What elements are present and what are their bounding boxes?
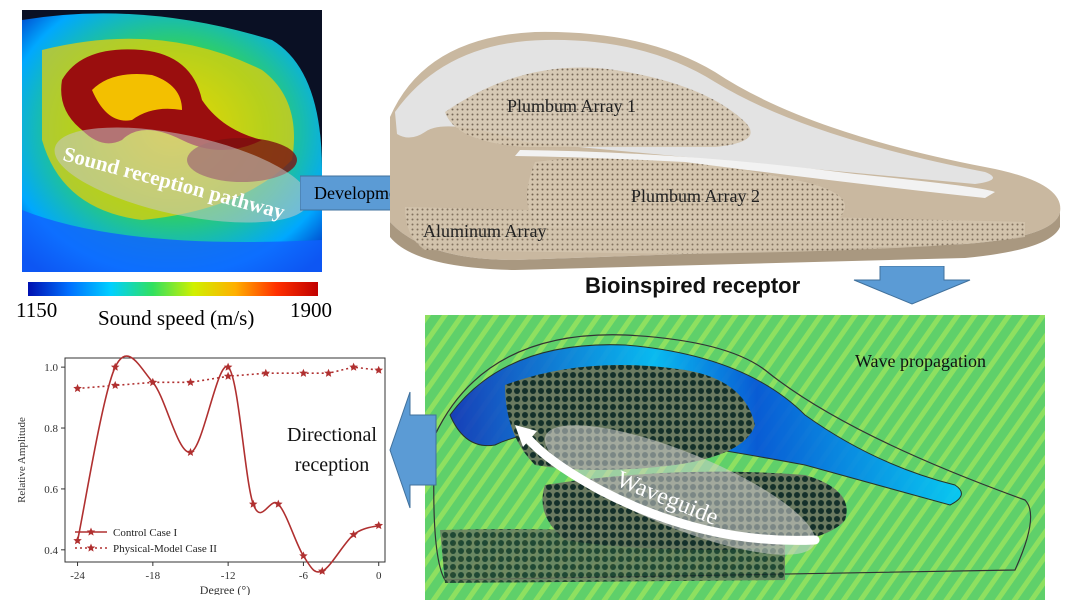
series-1-point [73,536,82,545]
series-2-point [299,368,308,377]
series-1-point [349,530,358,539]
ct-scan-image: Sound reception pathway [22,10,322,272]
receptor-3d-model: Plumbum Array 1 Plumbum Array 2 Aluminum… [390,31,1061,270]
plumbum-array-2-label: Plumbum Array 2 [631,186,760,206]
series-2-point [324,368,333,377]
y-tick-label: 1.0 [44,362,58,374]
series-2-point [73,383,82,393]
development-label: Development [314,183,411,203]
y-tick-label: 0.6 [44,484,58,496]
series-2-point [223,371,233,380]
series-1-point [186,447,195,456]
x-tick-label: -12 [221,570,236,582]
colorbar [28,282,318,296]
x-axis-label: Degree (°) [200,583,250,595]
y-tick-label: 0.8 [44,423,58,435]
series-1-point [223,362,233,371]
series-1-point [249,499,258,508]
series-1-point [110,362,120,371]
series-2-point [186,377,195,386]
colorbar-title: Sound speed (m/s) [98,306,255,330]
x-tick-label: -18 [146,570,161,582]
legend-label-2: Physical-Model Case II [113,543,217,555]
directional-reception-line-1: Directional [287,424,377,446]
bioinspired-receptor-title: Bioinspired receptor [585,273,801,298]
y-tick-label: 0.4 [44,545,58,557]
directional-reception-label: Directional reception [262,420,402,480]
series-1-point [299,551,308,560]
legend-marker-2 [86,543,96,552]
down-arrow [853,266,971,305]
plumbum-array-1-label: Plumbum Array 1 [507,96,636,116]
y-axis-label: Relative Amplitude [16,417,28,503]
colorbar-max-label: 1900 [290,298,332,322]
x-tick-label: -24 [70,570,85,582]
x-tick-label: -6 [299,570,309,582]
wave-simulation-image: Wave propagation Waveguide [425,315,1045,600]
directional-reception-line-2: reception [294,454,370,476]
colorbar-min-label: 1150 [16,298,58,322]
x-tick-label: 0 [376,570,382,582]
left-arrow [389,391,437,509]
series-line-2 [77,366,379,390]
series-1-point [274,499,283,508]
wave-propagation-label: Wave propagation [855,351,986,371]
aluminum-array-label: Aluminum Array [423,221,547,241]
legend-label-1: Control Case I [113,527,177,539]
series-1-point [318,566,327,575]
directional-amplitude-chart: -24 -18 -12 -6 0 0.4 0.6 0.8 1.0 Degree (°) Relati… [16,355,386,595]
legend-marker-1 [86,527,96,536]
series-2-point [374,365,383,374]
series-2-point [110,380,120,389]
series-2-point [349,362,358,371]
chart-frame [64,357,386,563]
series-line-1 [76,355,379,573]
series-1-point [374,521,383,530]
series-2-point [148,377,158,386]
series-2-point [261,368,271,377]
